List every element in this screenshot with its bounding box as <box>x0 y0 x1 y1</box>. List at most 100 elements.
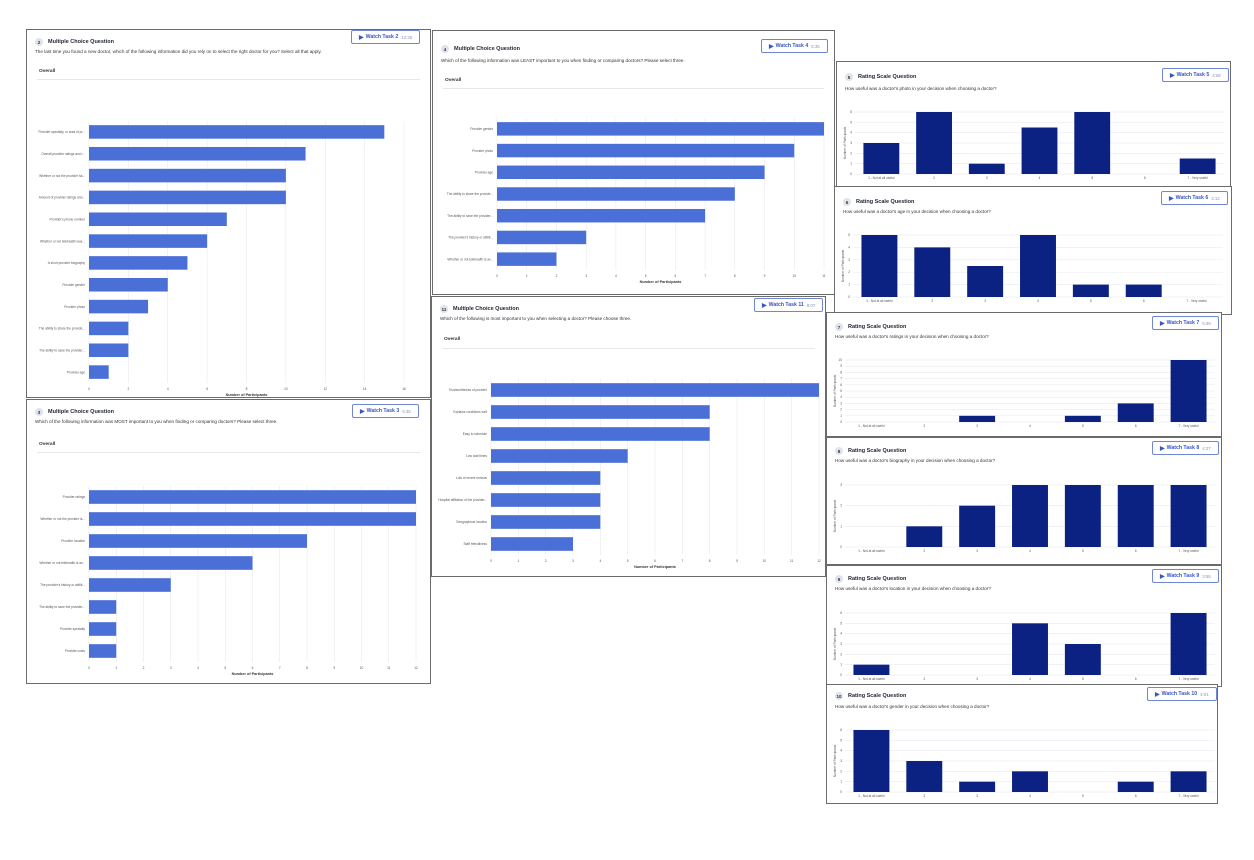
bar[interactable] <box>861 235 898 297</box>
bar[interactable] <box>89 512 416 526</box>
bar[interactable] <box>497 122 824 136</box>
watch-task-9-button[interactable]: ▶ Watch Task 9 3:55 <box>1152 569 1219 583</box>
bar[interactable] <box>89 600 117 614</box>
bar[interactable] <box>906 526 943 547</box>
bar[interactable] <box>1012 485 1048 547</box>
bar[interactable] <box>497 165 765 180</box>
y-tick-label: 1 <box>850 162 852 166</box>
bar[interactable] <box>491 427 710 441</box>
watch-label: Watch Task 5 <box>1176 72 1210 78</box>
bar[interactable] <box>916 112 952 174</box>
watch-label: Watch Task 4 <box>775 43 809 49</box>
bar[interactable] <box>1064 485 1101 547</box>
bar[interactable] <box>959 415 996 422</box>
bar[interactable] <box>1125 284 1162 297</box>
bar[interactable] <box>863 143 900 174</box>
bar[interactable] <box>1064 415 1101 422</box>
bar[interactable] <box>1179 158 1216 175</box>
bar[interactable] <box>491 471 601 485</box>
category-label: 5 <box>1082 677 1084 681</box>
bar[interactable] <box>89 125 385 139</box>
bar[interactable] <box>853 664 890 675</box>
bar[interactable] <box>491 537 573 551</box>
bar[interactable] <box>89 365 109 379</box>
bar[interactable] <box>89 168 286 183</box>
bar[interactable] <box>89 343 129 358</box>
bar[interactable] <box>968 163 1005 174</box>
question-type: Rating Scale Question <box>848 448 907 454</box>
bar[interactable] <box>89 299 149 314</box>
bar[interactable] <box>1170 771 1207 792</box>
x-axis-label: Number of Participants <box>634 565 676 569</box>
bar[interactable] <box>967 266 1004 297</box>
bar[interactable] <box>89 212 227 227</box>
question-text: The last time you found a new doctor, wh… <box>35 49 322 54</box>
bar[interactable] <box>497 208 706 223</box>
bar[interactable] <box>89 490 416 504</box>
bar[interactable] <box>89 534 307 548</box>
bar[interactable] <box>497 143 795 158</box>
bar[interactable] <box>1012 623 1048 675</box>
bar[interactable] <box>89 622 117 636</box>
watch-task-3-button[interactable]: ▶ Watch Task 3 6:45 <box>352 404 419 418</box>
bar[interactable] <box>959 505 996 547</box>
category-label: Provider's phone number <box>49 217 85 221</box>
y-tick-label: 5 <box>840 621 842 625</box>
watch-task-11-button[interactable]: ▶ Watch Task 11 8:07 <box>754 298 824 312</box>
bar[interactable] <box>1170 360 1207 422</box>
y-axis-label: Number of Participants <box>833 627 837 660</box>
watch-task-7-button[interactable]: ▶ Watch Task 7 5:39 <box>1152 316 1219 330</box>
bar[interactable] <box>89 578 171 592</box>
bar[interactable] <box>1074 112 1111 174</box>
bar[interactable] <box>491 515 601 529</box>
watch-task-10-button[interactable]: ▶ Watch Task 10 4:01 <box>1147 687 1217 701</box>
watch-task-4-button[interactable]: ▶ Watch Task 4 5:35 <box>761 39 828 53</box>
bar[interactable] <box>491 383 819 397</box>
watch-task-6-button[interactable]: ▶ Watch Task 6 4:12 <box>1161 191 1228 205</box>
bar[interactable] <box>89 644 117 658</box>
question-card-7: 7 Rating Scale Question ▶ Watch Task 7 5… <box>826 312 1222 437</box>
x-tick-label: 7 <box>704 274 706 278</box>
bar[interactable] <box>1117 781 1154 792</box>
watch-task-5-button[interactable]: ▶ Watch Task 5 4:08 <box>1162 68 1229 82</box>
bar[interactable] <box>491 405 710 419</box>
bar[interactable] <box>1170 485 1207 547</box>
bar[interactable] <box>853 730 890 792</box>
bar[interactable] <box>497 230 587 245</box>
y-tick-label: 4 <box>840 632 842 636</box>
x-tick-label: 6 <box>206 387 208 391</box>
bar[interactable] <box>89 234 208 248</box>
bar[interactable] <box>1012 771 1048 792</box>
category-label: Provider costs <box>65 649 86 653</box>
bar[interactable] <box>89 146 306 161</box>
bar[interactable] <box>497 187 735 201</box>
bar[interactable] <box>1064 644 1101 675</box>
bar[interactable] <box>89 190 286 205</box>
bar[interactable] <box>1020 235 1056 297</box>
category-label: Whether or not the provider is... <box>40 517 85 521</box>
bar[interactable] <box>491 449 628 463</box>
bar[interactable] <box>914 247 951 297</box>
category-label: 5 <box>1082 549 1084 553</box>
bar[interactable] <box>491 493 601 507</box>
bar[interactable] <box>89 321 129 336</box>
bar[interactable] <box>1117 485 1154 547</box>
bar[interactable] <box>959 781 996 792</box>
category-label: The provider's history or abiliti... <box>448 236 493 240</box>
bar[interactable] <box>1117 403 1154 422</box>
bar[interactable] <box>89 256 188 270</box>
bar[interactable] <box>497 252 557 266</box>
bar[interactable] <box>89 277 168 292</box>
watch-duration: 5:35 <box>811 43 820 49</box>
watch-task-2-button[interactable]: ▶ Watch Task 2 12:35 <box>351 30 421 44</box>
bar[interactable] <box>89 556 253 570</box>
bar[interactable] <box>1021 127 1058 175</box>
bar[interactable] <box>1170 613 1207 675</box>
bar[interactable] <box>906 761 943 792</box>
y-tick-label: 9 <box>840 364 842 368</box>
y-axis-label: Number of Participants <box>833 374 837 407</box>
x-tick-label: 5 <box>224 666 226 670</box>
watch-task-8-button[interactable]: ▶ Watch Task 8 4:27 <box>1152 441 1219 455</box>
bar[interactable] <box>1072 284 1109 297</box>
category-label: 6 <box>1144 176 1146 180</box>
